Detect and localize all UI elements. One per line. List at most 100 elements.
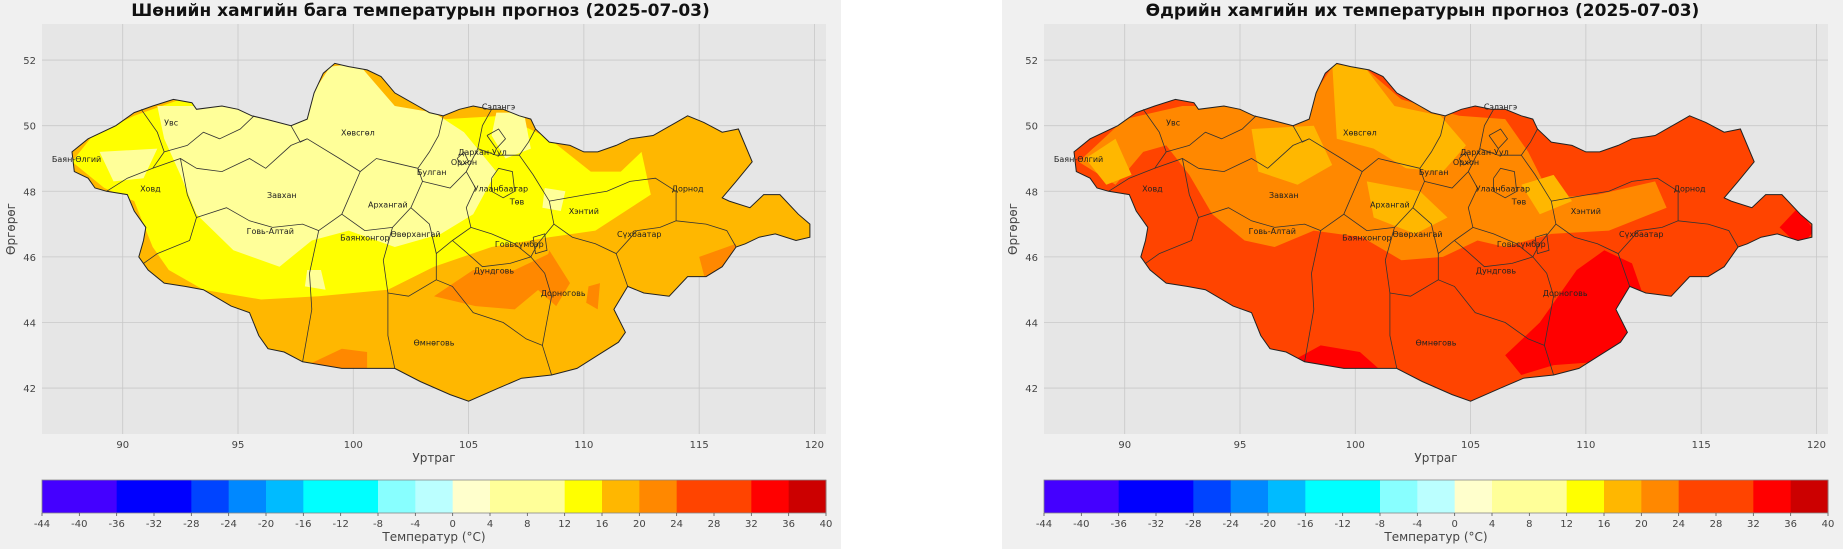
temperature-contour [99, 148, 158, 182]
aimag-border [341, 168, 423, 232]
colorbar-tick-label: 8 [524, 519, 530, 530]
colorbar-tick-label: -20 [258, 519, 274, 530]
colorbar-tick-label: -28 [1185, 519, 1201, 530]
region-label: Дорноговь [541, 289, 586, 298]
region-label: Баян-Өлгий [1054, 155, 1103, 164]
colorbar-bin [1454, 480, 1493, 513]
aimag-border [1142, 109, 1167, 169]
x-tick-label: 120 [1807, 440, 1826, 451]
y-tick-label: 50 [1025, 122, 1038, 133]
aimag-border [417, 115, 444, 169]
colorbar-tick-label: 32 [745, 519, 758, 530]
aimag-border [615, 220, 737, 254]
aimag-border [1292, 125, 1310, 143]
aimag-border [302, 230, 320, 362]
colorbar-tick-label: 0 [1451, 519, 1457, 530]
aimag-border [486, 128, 507, 150]
temperature-contour [542, 188, 566, 211]
colorbar-tick-label: -32 [146, 519, 162, 530]
region-label: Завхан [267, 191, 297, 200]
region-label: Говьсүмбэр [495, 240, 544, 249]
colorbar-tick-label: -24 [220, 519, 236, 530]
min-temp-colorbar: -44 -40 -36 -32 -28 -24 -20 -16 -12 -8 -4 0 4 8 12 16 20… [34, 479, 832, 544]
y-tick-label: 52 [23, 56, 36, 67]
region-label: Өмнөговь [414, 338, 455, 347]
x-tick-label: 120 [805, 440, 824, 451]
colorbar-bin [788, 480, 827, 513]
colorbar-bin [1417, 480, 1456, 513]
colorbar-bin [1380, 480, 1418, 513]
x-axis-label: Уртраг [1414, 451, 1457, 465]
aimag-border [196, 207, 319, 231]
aimag-border [1555, 223, 1631, 287]
x-tick-label: 115 [690, 440, 709, 451]
colorbar-tick-label: -12 [332, 519, 348, 530]
aimag-border [164, 115, 255, 153]
aimag-border [290, 125, 308, 143]
colorbar-tick-label: 24 [670, 519, 683, 530]
colorbar-bin [303, 480, 379, 513]
y-tick-label: 48 [1025, 187, 1038, 198]
region-label: Ховд [140, 184, 161, 193]
colorbar-tick-label: 0 [449, 519, 455, 530]
region-label: Өвөрхангай [1392, 230, 1442, 239]
temperature-contour [1332, 63, 1466, 172]
region-label: Орхон [451, 158, 477, 167]
colorbar-label: Температур (°C) [381, 530, 485, 544]
colorbar-bin [490, 480, 566, 513]
colorbar-bin [378, 480, 416, 513]
colorbar-bin [1566, 480, 1605, 513]
colorbar-bin [1044, 480, 1120, 513]
colorbar-bin [639, 480, 678, 513]
x-tick-label: 105 [459, 440, 478, 451]
aimag-border [1520, 154, 1557, 258]
x-tick-label: 90 [116, 440, 129, 451]
colorbar-bin [116, 480, 192, 513]
colorbar-tick-label: 4 [1489, 519, 1495, 530]
x-tick-label: 105 [1461, 440, 1480, 451]
x-tick-label: 110 [574, 440, 593, 451]
region-label: Дорноговь [1543, 289, 1588, 298]
region-label: Говь-Алтай [1249, 227, 1296, 236]
temperature-contour [1078, 63, 1667, 261]
aimag-border [1412, 207, 1439, 280]
aimag-border [422, 109, 492, 189]
temperature-contour [434, 253, 550, 310]
colorbar-frame [1043, 479, 1829, 514]
colorbar-bin [1230, 480, 1269, 513]
aimag-border [1454, 240, 1533, 268]
colorbar-bin [1790, 480, 1829, 513]
aimag-border [518, 154, 555, 258]
aimag-border [1438, 171, 1478, 254]
aimag-border [410, 207, 437, 280]
colorbar-tick-label: 20 [633, 519, 646, 530]
colorbar-frame [41, 479, 827, 514]
temperature-contour [537, 250, 570, 307]
region-label: Улаанбаатар [1476, 184, 1530, 193]
temperature-contour [307, 348, 368, 369]
region-label: Сүхбаатар [1619, 230, 1663, 239]
aimag-border [1488, 128, 1509, 150]
region-label: Хөвсгөл [341, 129, 375, 138]
y-tick-label: 46 [1025, 253, 1038, 264]
colorbar-tick-label: -40 [1073, 519, 1089, 530]
temperature-contour [157, 63, 497, 267]
colorbar-tick-label: 16 [596, 519, 609, 530]
min-temp-map: Увс Баян-Өлгий Ховд Хөвсгөл Завхан Архангай Го… [4, 24, 826, 465]
colorbar-tick-label: 28 [708, 519, 721, 530]
region-label: Архангай [1370, 201, 1410, 210]
colorbar-tick-label: -36 [1110, 519, 1126, 530]
aimag-border [1419, 115, 1446, 169]
colorbar-tick-label: -16 [295, 519, 311, 530]
aimag-border [456, 151, 470, 166]
colorbar-tick-label: -12 [1334, 519, 1350, 530]
colorbar-tick-label: -28 [183, 519, 199, 530]
temperature-contour [1779, 207, 1812, 247]
region-label: Өмнөговь [1416, 338, 1457, 347]
colorbar-bin [1193, 480, 1232, 513]
aimag-border [143, 158, 197, 264]
x-tick-label: 95 [1234, 440, 1247, 451]
temperature-contour [1085, 138, 1132, 185]
aimag-border [387, 279, 552, 376]
country-outline [71, 62, 811, 402]
